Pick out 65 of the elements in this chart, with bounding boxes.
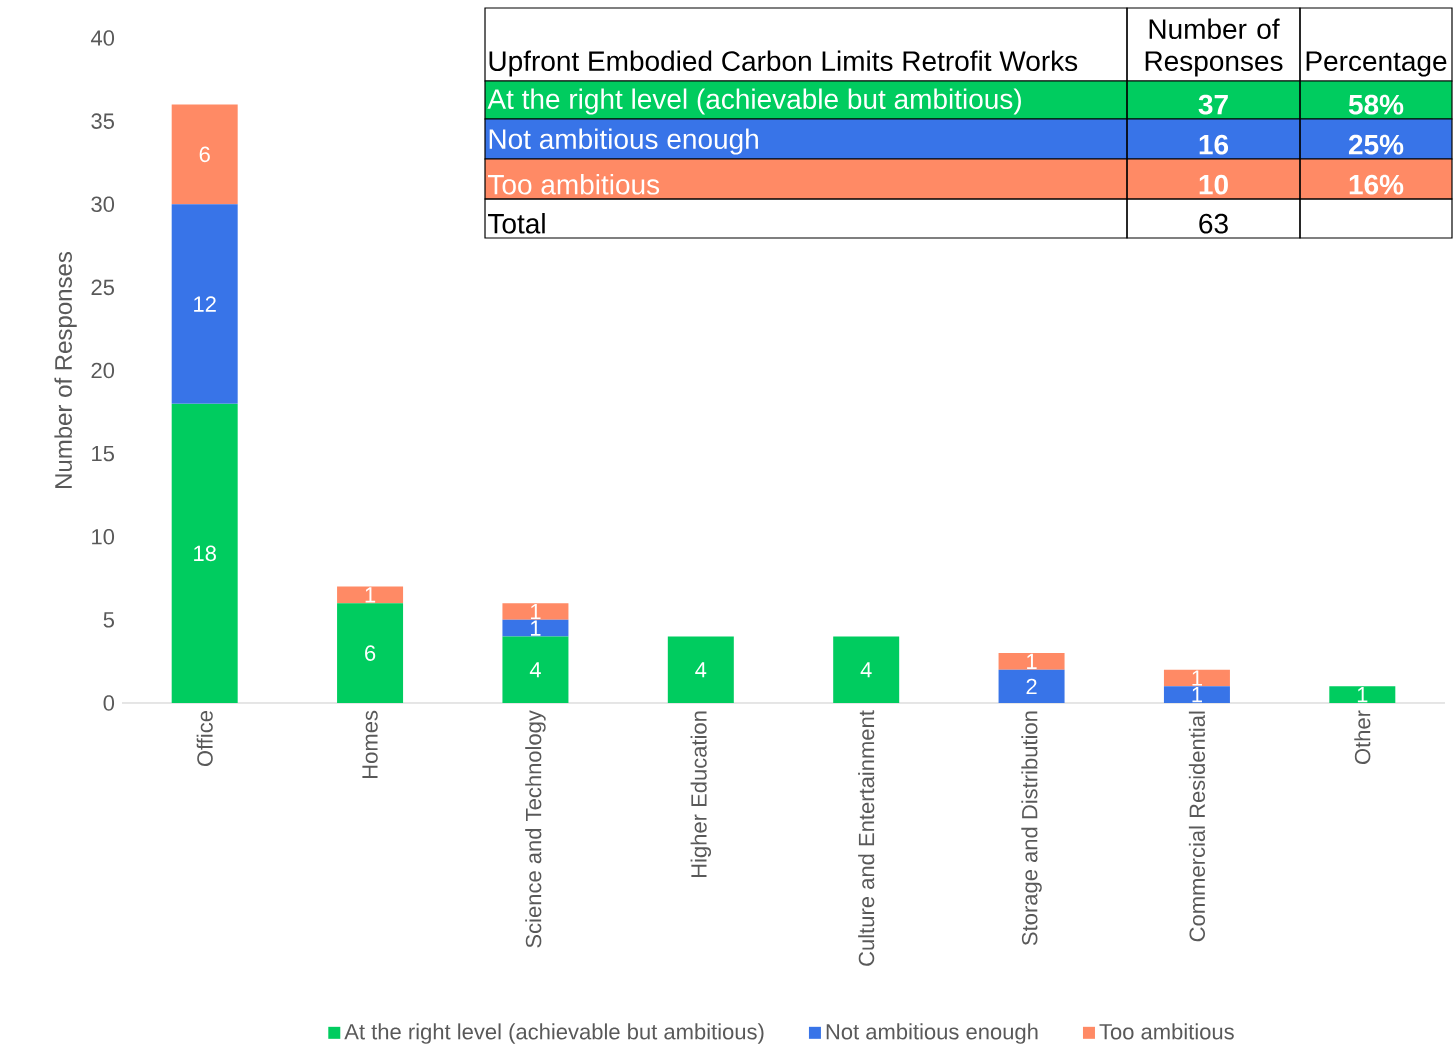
x-tick-label: Commercial Residential: [1188, 711, 1206, 942]
y-tick-label: 30: [91, 196, 115, 213]
bar: [171, 403, 238, 703]
legend-label: Not ambitious enough: [826, 1023, 1038, 1044]
x-tick-label: Science and Technology: [525, 710, 546, 948]
data-label: 1: [1192, 687, 1202, 703]
annotation: 37: [1198, 94, 1228, 115]
y-tick-label: 15: [92, 445, 114, 462]
data-label: 18: [194, 545, 216, 562]
bar: [1163, 669, 1230, 687]
x-tick-label: Culture and Entertainment: [858, 710, 875, 966]
data-label: 4: [860, 662, 872, 678]
annotation: At the right level (achievable but ambitious): [487, 88, 1021, 115]
y-tick-label: 25: [91, 279, 114, 296]
x-tick-label: Office: [196, 711, 213, 767]
data-label: 1: [1192, 670, 1202, 686]
legend-label: At the right level (achievable but ambitious): [344, 1023, 764, 1044]
data-label: 4: [529, 662, 541, 678]
data-label: 6: [199, 146, 210, 163]
bar: [998, 669, 1065, 703]
data-label: 1: [530, 604, 541, 620]
y-tick-label: 40: [90, 30, 115, 46]
data-label: 1: [1027, 653, 1037, 669]
legend-label: Too ambitious: [1099, 1023, 1234, 1040]
bar: [337, 603, 404, 703]
annotation: Upfront Embodied Carbon Limits Retrofit Works: [489, 50, 1078, 77]
bar: [171, 204, 238, 404]
data-label: 2: [1026, 678, 1037, 695]
annotation: 16: [1199, 134, 1229, 155]
bar: [1163, 686, 1230, 703]
annotation: 16%: [1349, 174, 1404, 195]
annotation: 10: [1199, 174, 1228, 195]
annotation: Too ambitious: [488, 174, 660, 195]
annotation: Total: [488, 213, 545, 234]
data-label: 1: [365, 587, 376, 603]
annotation: 25%: [1348, 134, 1404, 155]
y-axis-title: Number of Responses: [54, 252, 77, 488]
data-label: 4: [695, 662, 707, 678]
y-tick-label: 35: [91, 113, 114, 129]
x-tick-label: Other: [1354, 710, 1371, 765]
bar: [502, 603, 569, 620]
annotation: 58%: [1348, 94, 1404, 115]
y-tick-label: 10: [92, 528, 115, 545]
bar: [1329, 686, 1396, 703]
annotation: Not ambitious enough: [489, 128, 758, 155]
annotation: Percentage: [1306, 51, 1447, 77]
x-tick-label: Storage and Distribution: [1021, 711, 1042, 946]
data-label: 12: [194, 296, 216, 312]
annotation: Number of Responses: [1145, 18, 1283, 77]
data-label: 1: [530, 620, 541, 636]
bar: [502, 619, 569, 637]
bar: [337, 586, 404, 604]
y-tick-label: 20: [91, 362, 115, 379]
x-tick-label: Higher Education: [690, 711, 712, 878]
y-tick-label: 0: [103, 695, 115, 711]
annotation: 63: [1199, 213, 1228, 234]
data-label: 6: [365, 645, 376, 661]
bar: [998, 653, 1065, 670]
bar: [667, 636, 734, 703]
bar: [171, 104, 238, 205]
x-tick-label: Homes: [362, 710, 378, 778]
data-label: 1: [1357, 687, 1368, 703]
bar: [833, 636, 900, 703]
bar: [502, 636, 569, 703]
y-tick-label: 5: [103, 612, 114, 628]
